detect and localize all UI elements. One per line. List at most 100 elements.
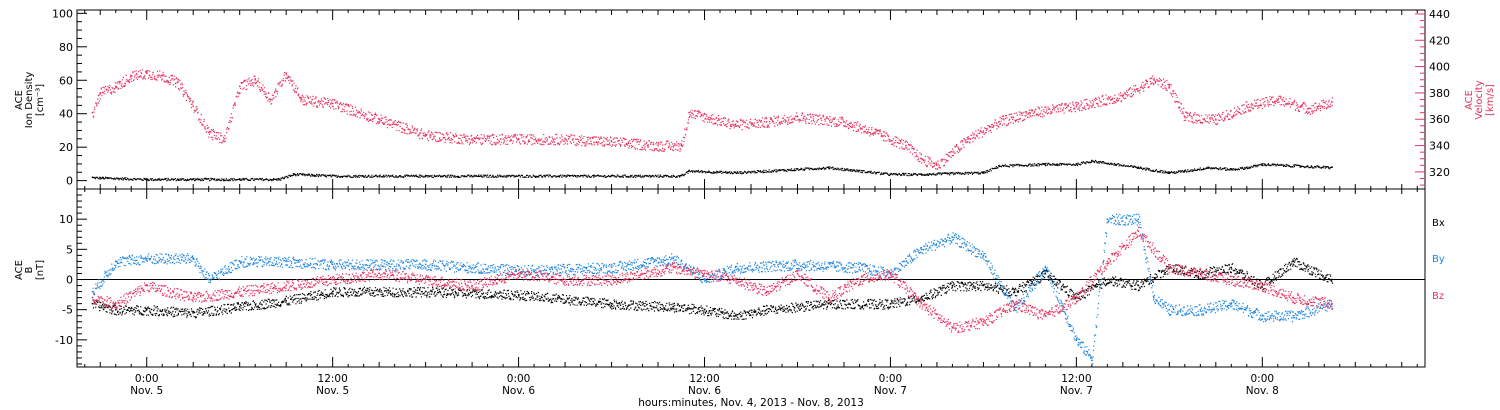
legend-bx: Bx (1432, 218, 1445, 229)
top-panel-frame (76, 9, 1426, 190)
velocity-series-point (1153, 79, 1155, 81)
bz-series-point (1292, 296, 1295, 299)
bx-series-point (1013, 290, 1016, 293)
by-series-point (424, 263, 427, 266)
bz-series-point (920, 302, 923, 305)
bx-series-point (1044, 272, 1047, 275)
velocity-series-point (254, 79, 256, 81)
bx-series-point (951, 284, 954, 287)
x-tick-time: 0:00 (507, 373, 531, 385)
velocity-series-point (680, 144, 683, 147)
top-left-axis: 0 20 40 60 80 100 (52, 7, 87, 190)
x-tick-time: 12:00 (1061, 373, 1091, 385)
velocity-series-point (967, 138, 969, 140)
velocity-series-point (920, 157, 923, 160)
density-series-point (293, 173, 295, 175)
density-axis-tick-label: 100 (52, 7, 73, 20)
bx-series-point (1331, 278, 1333, 281)
velocity-axis-tick-label: 320 (1429, 166, 1450, 179)
velocity-series-point (378, 118, 380, 120)
bx-series-point (920, 296, 923, 299)
velocity-label-line-1: ACE (1464, 90, 1475, 110)
velocity-series-point (688, 111, 690, 114)
velocity-series-point (657, 144, 659, 147)
velocity-label-line-3: [km/s] (1485, 84, 1496, 116)
x-tick-time: 0:00 (135, 373, 159, 385)
density-series-point (1261, 163, 1264, 165)
velocity-axis-tick-label: 420 (1429, 34, 1450, 47)
velocity-series-point (1075, 105, 1078, 107)
bz-series-point (1230, 278, 1233, 281)
bz-series-point (1106, 260, 1109, 263)
velocity-series-scatter (92, 69, 1334, 170)
velocity-series-point (130, 75, 132, 77)
by-series-point (331, 263, 334, 266)
bz-series-point (889, 272, 892, 275)
velocity-series-point (331, 102, 334, 105)
field-axis-tick-label: 10 (59, 213, 73, 226)
bottom-left-axis: -10 -5 0 5 10 (55, 188, 87, 365)
field-axis-label: ACE B [nT] (14, 260, 46, 280)
bz-series-scatter (92, 226, 1334, 334)
by-series-point (1292, 314, 1295, 317)
x-tick-time: 12:00 (689, 373, 719, 385)
by-series-point (285, 260, 287, 263)
by-series-point (517, 269, 520, 272)
velocity-series-point (564, 138, 566, 140)
density-label-line-2: Ion Density (24, 72, 35, 129)
by-series-point (1199, 308, 1202, 311)
velocity-series-point (1168, 85, 1171, 88)
velocity-series-point (874, 131, 876, 134)
x-tick-time: 0:00 (1251, 373, 1275, 385)
velocity-series-point (192, 105, 194, 107)
x-tick-date: Nov. 5 (316, 385, 349, 397)
velocity-series-point (1215, 118, 1217, 120)
bx-series-scatter (92, 257, 1334, 320)
top-panel-series (91, 69, 1334, 182)
by-series-point (1230, 302, 1233, 305)
density-label-line-3: [cm⁻³] (35, 84, 46, 116)
velocity-axis-tick-label: 380 (1429, 87, 1450, 100)
velocity-series-point (1277, 98, 1279, 101)
velocity-series-point (1122, 94, 1124, 97)
velocity-series-point (223, 138, 225, 140)
density-axis-tick-label: 80 (59, 41, 73, 54)
velocity-series-point (1308, 107, 1310, 110)
velocity-series-point (161, 75, 163, 77)
bz-series-point (982, 320, 985, 323)
bx-series-point (145, 308, 148, 311)
bx-series-point (192, 311, 194, 314)
bx-series-point (765, 308, 768, 311)
bottom-panel-series (91, 213, 1334, 365)
bx-series-point (1137, 284, 1140, 287)
bx-series-point (285, 299, 287, 302)
bz-series-point (610, 278, 613, 281)
legend-bz: Bz (1432, 291, 1444, 302)
density-axis-tick-label: 20 (59, 141, 73, 154)
field-axis-tick-label: -5 (62, 304, 73, 317)
density-axis-tick-label: 0 (66, 175, 73, 188)
bx-series-point (1292, 260, 1295, 263)
bz-series-point (1013, 302, 1016, 305)
bz-series-point (1261, 284, 1264, 287)
density-axis-tick-label: 60 (59, 74, 73, 87)
field-label-line-3: [nT] (35, 260, 46, 280)
by-series-point (1261, 314, 1264, 317)
density-series-point (1137, 166, 1140, 169)
x-tick-date: Nov. 5 (130, 385, 163, 397)
x-tick-date: Nov. 6 (502, 385, 535, 397)
velocity-series-point (176, 81, 179, 84)
velocity-series-point (1029, 111, 1031, 114)
bottom-panel-frame (76, 188, 1426, 368)
bz-series-point (1168, 266, 1171, 269)
by-series-point (145, 257, 148, 260)
bz-series-point (796, 272, 799, 275)
bz-series-point (1044, 314, 1047, 317)
bz-series-point (1075, 296, 1078, 299)
x-tick-date: Nov. 7 (1060, 385, 1093, 397)
bx-series-point (1106, 278, 1109, 281)
density-series-point (145, 178, 148, 180)
x-tick-date: Nov. 7 (874, 385, 907, 397)
by-series-point (734, 266, 737, 269)
